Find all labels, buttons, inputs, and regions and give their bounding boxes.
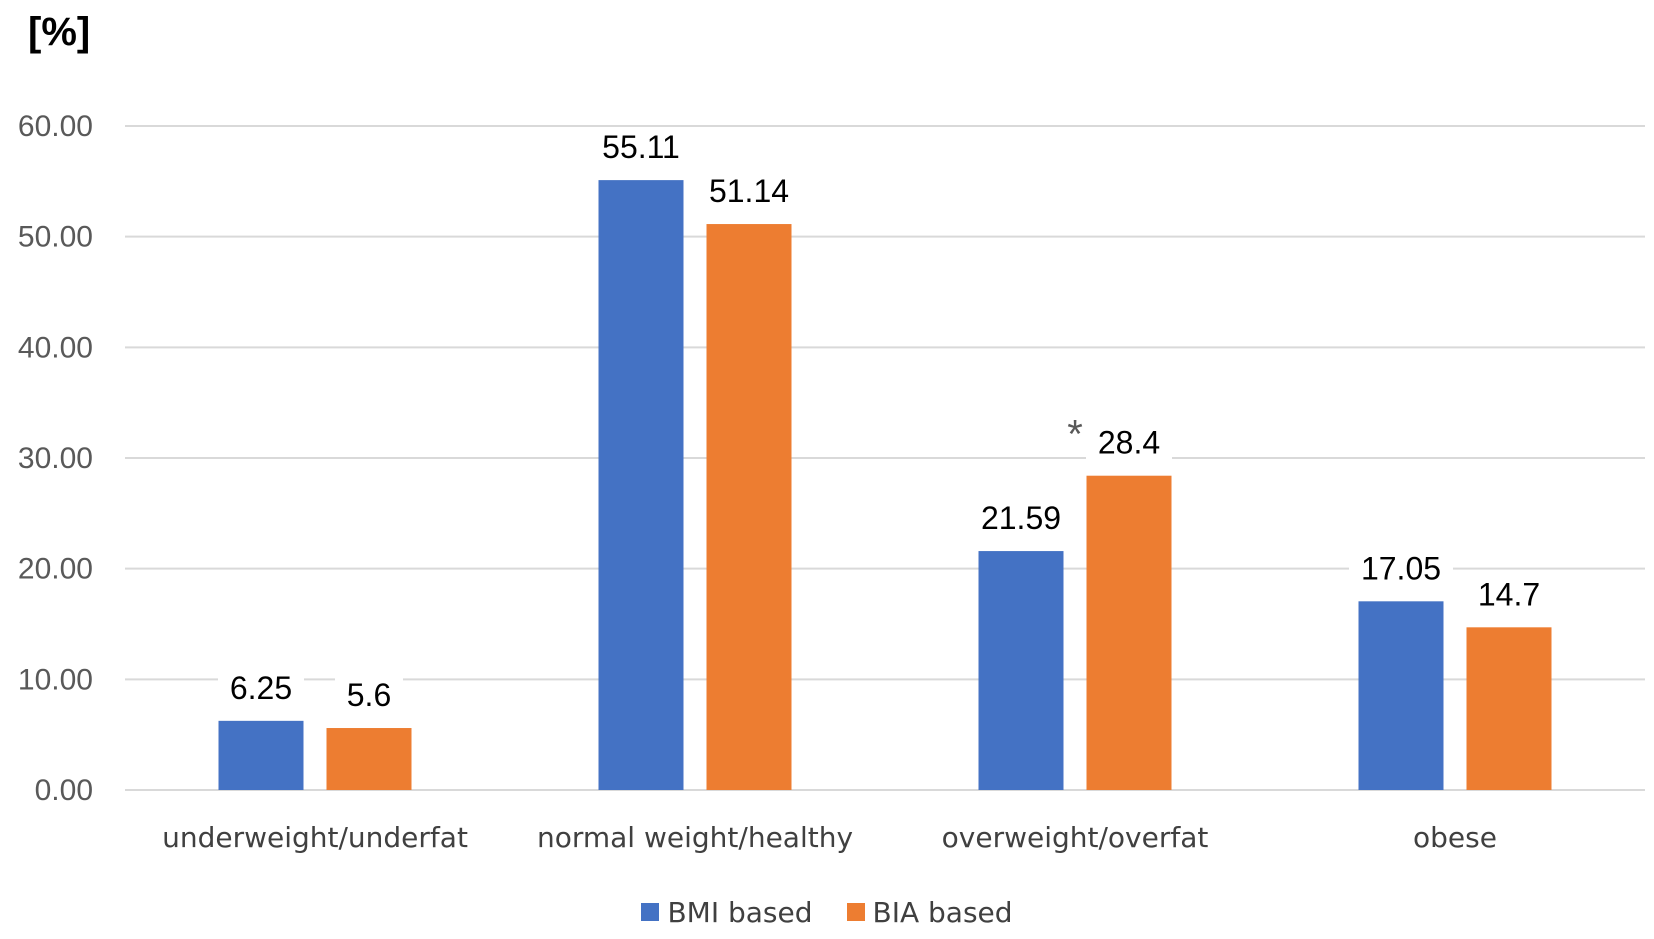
legend: BMI based BIA based [0,892,1654,932]
data-label-bg [218,668,304,709]
y-tick-label: 50.00 [18,221,93,254]
data-label: 14.7 [1478,576,1540,612]
legend-swatch-bia [846,903,865,921]
legend-swatch-bmi [641,903,660,921]
data-labels: 6.25 5.6 55.11 51.14 21.59 28.4 17.05 14.7 [218,128,1552,717]
annotation-bg [1053,397,1097,454]
bar [1358,601,1444,790]
y-tick-label: 10.00 [18,663,93,696]
bar [598,180,684,791]
legend-label-bia: BIA based [872,895,1013,929]
y-tick-label: 30.00 [18,442,93,475]
data-label: 28.4 [1098,425,1160,461]
legend-item-bia: BIA based [846,895,1013,929]
bar [218,720,304,790]
y-axis-unit-label: [%] [28,10,91,54]
y-tick-label: 0.00 [35,774,93,807]
data-label-bg [1086,423,1172,464]
y-tick-label: 20.00 [18,553,93,586]
data-label: 51.14 [709,173,789,209]
legend-label-bmi: BMI based [667,895,813,929]
data-label-bg [697,172,801,213]
data-label: 5.6 [347,677,391,713]
x-tick-label: overweight/overfat [942,821,1209,854]
x-tick-label: normal weight/healthy [537,821,853,854]
data-label-bg [335,676,403,717]
x-axis-ticks: underweight/underfat normal weight/health… [162,821,1497,854]
bar [1466,627,1552,790]
bar [326,728,412,790]
y-tick-label: 40.00 [18,331,93,364]
data-label-bg [1349,549,1453,590]
x-tick-label: underweight/underfat [162,821,468,854]
bar [978,551,1064,790]
data-label: 21.59 [981,500,1061,536]
bar [1086,475,1172,790]
data-label: 55.11 [602,129,680,165]
data-label-bg [1466,575,1552,616]
data-label: 17.05 [1361,550,1441,586]
data-label-bg [969,499,1073,540]
significance-asterisk: * [1067,413,1083,457]
y-tick-label: 60.00 [18,110,93,143]
x-tick-label: obese [1413,821,1497,854]
data-label-bg [589,128,693,169]
data-label: 6.25 [230,670,292,706]
annotations: * [1053,397,1097,457]
bars [218,180,1552,791]
legend-item-bmi: BMI based [641,895,813,929]
bar [706,224,792,790]
y-axis-ticks: 0.00 10.00 20.00 30.00 40.00 50.00 60.00 [18,110,93,807]
